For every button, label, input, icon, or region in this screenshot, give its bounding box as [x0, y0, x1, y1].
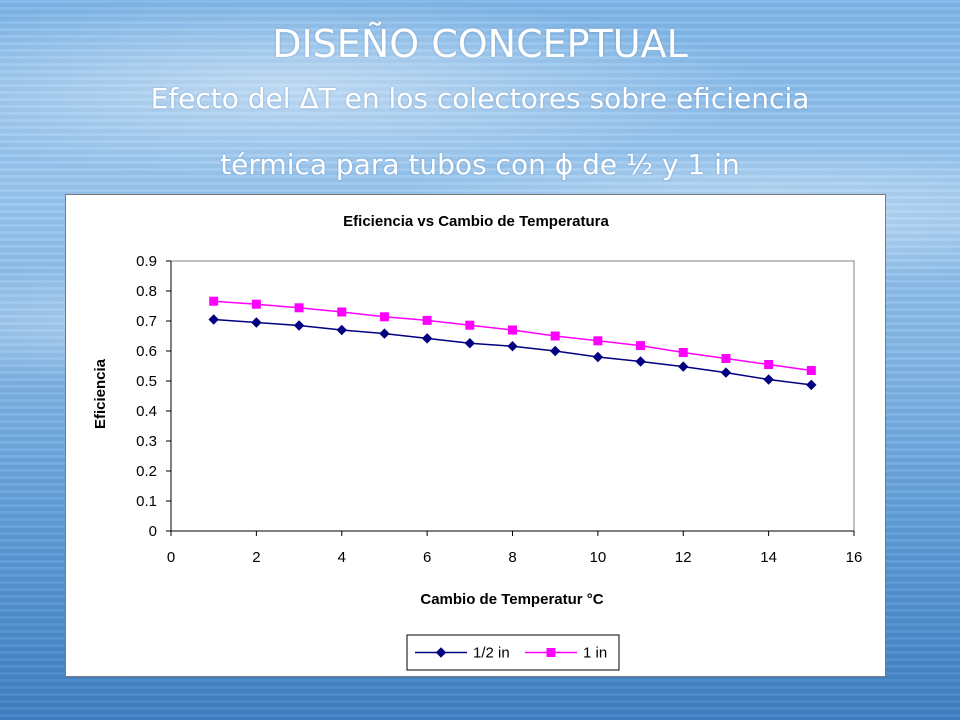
x-axis-label: Cambio de Temperatur °C [420, 591, 603, 608]
y-tick-label: 0 [149, 523, 157, 540]
x-tick-label: 12 [675, 549, 692, 566]
line-chart: Eficiencia vs Cambio de Temperatura Efic… [92, 213, 863, 671]
data-point [251, 317, 262, 328]
data-point [592, 351, 604, 363]
legend-box [406, 634, 620, 671]
data-point [678, 361, 689, 372]
y-tick-label: 0.7 [136, 313, 157, 330]
legend-marker [435, 647, 447, 658]
data-point [379, 312, 389, 322]
data-point [507, 340, 518, 352]
x-tick-label: 0 [167, 549, 175, 566]
y-axis-label: Eficiencia [92, 358, 109, 429]
x-tick-label: 14 [760, 549, 777, 566]
data-point [336, 324, 347, 336]
legend-label: 1 in [583, 645, 607, 662]
x-tick-label: 10 [590, 549, 607, 566]
data-point [508, 325, 517, 335]
data-point [208, 314, 219, 325]
x-tick-label: 4 [338, 549, 346, 566]
y-tick-label: 0.3 [136, 433, 157, 450]
data-point [465, 320, 475, 330]
y-tick-label: 0.2 [136, 463, 157, 480]
data-point [251, 299, 261, 309]
data-point [421, 333, 433, 344]
y-tick-label: 0.5 [136, 373, 157, 390]
y-tick-label: 0.4 [136, 403, 157, 420]
data-point [763, 374, 774, 385]
subtitle-text-a: térmica para tubos con [220, 148, 555, 181]
legend-marker [546, 648, 556, 657]
subtitle-text-b: de ½ y 1 in [573, 148, 740, 181]
data-point [720, 367, 732, 378]
slide-subtitle-line1: Efecto del ΔT en los colectores sobre ef… [150, 82, 810, 115]
data-point [337, 307, 347, 317]
data-point [549, 345, 561, 357]
x-tick-label: 6 [423, 549, 431, 566]
data-point [379, 328, 390, 339]
y-tick-label: 0.6 [136, 343, 157, 360]
data-point [678, 348, 688, 357]
chart-area: Eficiencia vs Cambio de Temperatura Efic… [65, 194, 886, 677]
data-point [464, 337, 476, 349]
data-point [764, 360, 774, 369]
y-tick-label: 0.1 [136, 493, 157, 510]
chart-title: Eficiencia vs Cambio de Temperatura [343, 213, 609, 230]
data-point [209, 296, 219, 306]
slide-title: DISEÑO CONCEPTUAL [272, 22, 688, 66]
data-point [293, 320, 305, 331]
series-2 [209, 296, 816, 375]
data-point [635, 356, 646, 367]
data-point [806, 366, 816, 375]
data-point [636, 341, 646, 351]
data-point [422, 315, 432, 325]
data-point [806, 379, 817, 391]
series-1 [208, 314, 817, 391]
x-tick-label: 8 [508, 549, 516, 566]
legend-label: 1/2 in [473, 645, 510, 662]
x-tick-label: 16 [846, 549, 863, 566]
data-point [593, 336, 603, 346]
x-tick-label: 2 [252, 549, 260, 566]
plot-area [170, 260, 855, 532]
slide-subtitle-line2: térmica para tubos con ϕ de ½ y 1 in [60, 148, 900, 182]
y-tick-label: 0.9 [136, 253, 157, 270]
data-point [550, 331, 560, 341]
data-point [721, 354, 731, 363]
data-point [294, 303, 304, 313]
y-tick-label: 0.8 [136, 283, 157, 300]
phi-symbol: ϕ [554, 148, 574, 181]
